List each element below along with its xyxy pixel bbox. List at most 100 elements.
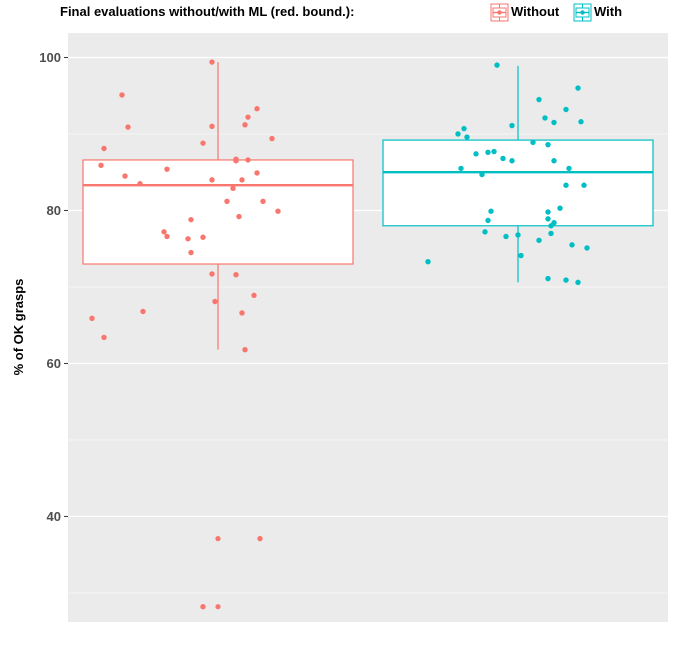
data-point [563, 182, 569, 188]
data-point [230, 185, 236, 191]
data-point [251, 292, 257, 299]
data-point [245, 114, 251, 120]
data-point [461, 125, 467, 132]
y-tick-label: 40 [47, 509, 61, 524]
boxes [82, 62, 654, 610]
data-point [509, 122, 515, 129]
data-point [98, 162, 104, 169]
data-point [257, 535, 263, 542]
data-point [188, 216, 194, 223]
data-point [188, 249, 194, 256]
data-point [242, 346, 248, 353]
data-point [545, 141, 551, 148]
data-point [164, 166, 170, 172]
data-point [455, 131, 461, 137]
data-point [575, 279, 581, 286]
box-with [382, 65, 654, 283]
data-point [254, 170, 260, 176]
data-point [254, 106, 260, 112]
data-point [119, 92, 125, 98]
data-point [464, 134, 470, 140]
y-axis-title: % of OK grasps [11, 279, 26, 376]
minor-gridlines [68, 133, 668, 594]
data-point [473, 151, 479, 157]
legend-label-without: Without [511, 4, 560, 19]
data-point [101, 334, 107, 341]
data-point [485, 217, 491, 224]
legend: Final evaluations without/with ML (red. … [60, 3, 622, 22]
data-point [233, 272, 239, 278]
data-point [224, 198, 230, 204]
data-point [200, 140, 206, 146]
data-point [584, 245, 590, 251]
data-point [209, 123, 215, 130]
data-point [569, 242, 575, 248]
legend-key-point [580, 10, 585, 15]
data-point [551, 119, 557, 126]
data-point [545, 216, 551, 222]
box-iqr [382, 139, 654, 227]
data-point [536, 96, 542, 103]
data-point [125, 124, 131, 130]
data-point [245, 157, 251, 163]
data-point [548, 230, 554, 237]
data-point [185, 236, 191, 242]
y-tick-label: 100 [39, 50, 61, 65]
data-point [260, 198, 266, 204]
data-point [242, 122, 248, 128]
data-point [491, 148, 497, 155]
data-point [236, 213, 242, 220]
data-point [212, 298, 218, 305]
data-point [581, 182, 587, 188]
data-point [575, 85, 581, 91]
data-point [557, 205, 563, 211]
data-point [563, 106, 569, 113]
data-point [515, 232, 521, 238]
data-point [545, 275, 551, 282]
legend-key-with [573, 3, 592, 22]
data-point [563, 277, 569, 283]
legend-label-with: With [594, 4, 622, 19]
data-point [200, 604, 206, 610]
data-point [551, 158, 557, 164]
data-point [101, 145, 107, 152]
outlier-point [215, 536, 221, 542]
data-point [530, 139, 536, 146]
data-point [89, 315, 95, 322]
data-point [140, 308, 146, 315]
data-point [509, 158, 515, 164]
plot-panel [68, 33, 668, 622]
data-point [485, 149, 491, 156]
data-point [479, 171, 485, 178]
data-point [161, 229, 167, 235]
box-iqr [82, 159, 354, 265]
data-point [503, 233, 509, 240]
data-point [425, 259, 431, 265]
data-point [200, 234, 206, 240]
y-tick-label: 60 [47, 356, 61, 371]
box-without [82, 62, 354, 610]
data-point [542, 115, 548, 121]
data-point [548, 223, 554, 229]
data-point [239, 310, 245, 316]
data-point [164, 233, 170, 240]
data-point [209, 59, 215, 65]
legend-key-point [497, 10, 502, 15]
outlier-point [215, 604, 221, 610]
data-point [536, 237, 542, 243]
data-points [89, 59, 590, 610]
data-point [566, 165, 572, 172]
data-point [275, 208, 281, 214]
data-point [500, 155, 506, 162]
data-point [545, 209, 551, 215]
y-tick-label: 80 [47, 203, 61, 218]
data-point [578, 119, 584, 125]
data-point [239, 177, 245, 183]
data-point [482, 229, 488, 235]
data-point [137, 180, 143, 187]
data-point [458, 165, 464, 172]
data-point [518, 252, 524, 259]
data-point [209, 271, 215, 277]
legend-key-without [490, 3, 509, 22]
